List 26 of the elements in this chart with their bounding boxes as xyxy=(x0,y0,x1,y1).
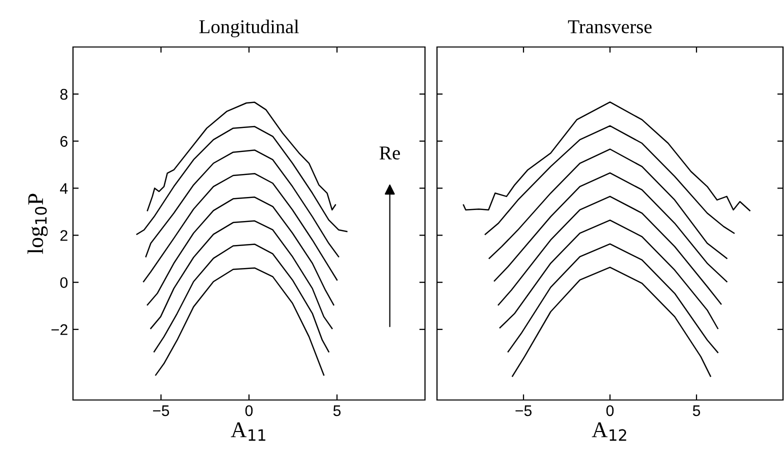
line-series xyxy=(145,149,340,258)
line-series xyxy=(155,267,324,376)
y-tick-label: 6 xyxy=(60,136,68,147)
y-axis-title: log$_{10}$P xyxy=(28,194,48,254)
x-axis-title: A$_{11}$ xyxy=(230,422,266,441)
y-tick-label: 8 xyxy=(60,88,68,100)
chart-title: Longitudinal xyxy=(199,20,299,38)
x-tick-label: 5 xyxy=(692,405,700,416)
y-tick-label: −2 xyxy=(51,324,68,335)
line-series xyxy=(154,244,330,352)
annotation: Re xyxy=(380,146,400,160)
line-series xyxy=(136,126,348,235)
line-series xyxy=(146,196,334,306)
x-tick-label: 5 xyxy=(333,405,341,416)
x-tick-label: −5 xyxy=(516,405,532,416)
x-tick-label: 0 xyxy=(606,405,614,416)
chart-title: Transverse xyxy=(568,20,652,34)
line-series xyxy=(142,172,338,282)
line-series xyxy=(146,102,336,212)
x-tick-label: 0 xyxy=(245,405,253,416)
x-axis-title: A$_{12}$ xyxy=(592,422,626,441)
y-tick-label: 2 xyxy=(60,230,68,241)
x-tick-label: −5 xyxy=(153,405,170,416)
line-series xyxy=(150,220,333,330)
y-tick-label: 4 xyxy=(60,183,68,194)
y-tick-label: 0 xyxy=(60,277,68,288)
